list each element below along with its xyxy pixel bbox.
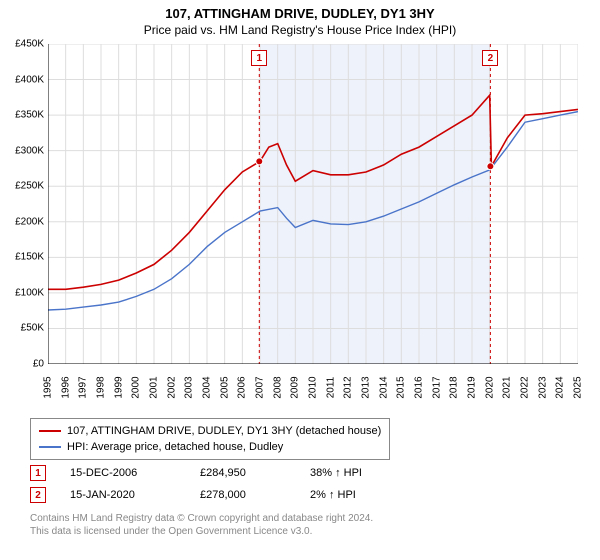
x-axis-label: 2025 <box>573 373 584 403</box>
legend-item: 107, ATTINGHAM DRIVE, DUDLEY, DY1 3HY (d… <box>39 423 381 439</box>
x-axis-label: 2013 <box>361 373 372 403</box>
legend-label: HPI: Average price, detached house, Dudl… <box>67 439 283 455</box>
x-axis-label: 2009 <box>290 373 301 403</box>
x-axis-label: 2007 <box>255 373 266 403</box>
sale-marker-icon: 1 <box>30 465 46 481</box>
y-axis-label: £450K <box>4 39 44 50</box>
x-axis-label: 2016 <box>414 373 425 403</box>
sale-marker-2: 2 <box>482 50 498 66</box>
x-axis-label: 2019 <box>467 373 478 403</box>
sale-hpi: 38% ↑ HPI <box>310 467 410 479</box>
x-axis-label: 2011 <box>325 373 336 403</box>
x-axis-label: 2014 <box>378 373 389 403</box>
sale-price: £278,000 <box>200 489 310 501</box>
x-axis-label: 2001 <box>149 373 160 403</box>
y-axis-label: £150K <box>4 252 44 263</box>
y-axis-label: £200K <box>4 216 44 227</box>
sale-row: 2 15-JAN-2020£278,0002% ↑ HPI <box>30 484 410 506</box>
x-axis-label: 2017 <box>431 373 442 403</box>
chart-container: 107, ATTINGHAM DRIVE, DUDLEY, DY1 3HY Pr… <box>0 0 600 560</box>
y-axis-label: £250K <box>4 181 44 192</box>
footer-line2: This data is licensed under the Open Gov… <box>30 525 373 538</box>
chart-area: £0£50K£100K£150K£200K£250K£300K£350K£400… <box>48 44 578 364</box>
sale-date: 15-JAN-2020 <box>70 489 200 501</box>
x-axis-label: 2000 <box>131 373 142 403</box>
y-axis-label: £350K <box>4 110 44 121</box>
x-axis-label: 2008 <box>272 373 283 403</box>
footer-line1: Contains HM Land Registry data © Crown c… <box>30 512 373 525</box>
legend-label: 107, ATTINGHAM DRIVE, DUDLEY, DY1 3HY (d… <box>67 423 381 439</box>
x-axis-label: 2015 <box>396 373 407 403</box>
chart-svg <box>48 44 578 364</box>
x-axis-label: 2020 <box>484 373 495 403</box>
y-axis-label: £300K <box>4 145 44 156</box>
x-axis-label: 2004 <box>202 373 213 403</box>
legend-swatch <box>39 446 61 448</box>
x-axis-label: 2006 <box>237 373 248 403</box>
y-axis-label: £50K <box>4 323 44 334</box>
x-axis-label: 2005 <box>219 373 230 403</box>
x-axis-label: 1998 <box>96 373 107 403</box>
sale-row: 1 15-DEC-2006£284,95038% ↑ HPI <box>30 462 410 484</box>
sale-marker-1: 1 <box>251 50 267 66</box>
sale-marker-icon: 2 <box>30 487 46 503</box>
x-axis-label: 2021 <box>502 373 513 403</box>
x-axis-label: 2012 <box>343 373 354 403</box>
sale-hpi: 2% ↑ HPI <box>310 489 410 501</box>
x-axis-label: 2002 <box>166 373 177 403</box>
x-axis-label: 1996 <box>60 373 71 403</box>
sale-price: £284,950 <box>200 467 310 479</box>
x-axis-label: 2018 <box>449 373 460 403</box>
x-axis-label: 2024 <box>555 373 566 403</box>
x-axis-label: 2010 <box>308 373 319 403</box>
chart-subtitle: Price paid vs. HM Land Registry's House … <box>0 21 600 37</box>
x-axis-label: 1997 <box>78 373 89 403</box>
y-axis-label: £400K <box>4 74 44 85</box>
x-axis-label: 1995 <box>43 373 54 403</box>
chart-title: 107, ATTINGHAM DRIVE, DUDLEY, DY1 3HY <box>0 0 600 21</box>
x-axis-label: 2022 <box>520 373 531 403</box>
legend: 107, ATTINGHAM DRIVE, DUDLEY, DY1 3HY (d… <box>30 418 390 460</box>
x-axis-label: 1999 <box>113 373 124 403</box>
legend-swatch <box>39 430 61 432</box>
x-axis-label: 2023 <box>537 373 548 403</box>
x-axis-label: 2003 <box>184 373 195 403</box>
legend-item: HPI: Average price, detached house, Dudl… <box>39 439 381 455</box>
y-axis-label: £100K <box>4 287 44 298</box>
sales-table: 1 15-DEC-2006£284,95038% ↑ HPI 2 15-JAN-202… <box>30 462 410 506</box>
y-axis-label: £0 <box>4 359 44 370</box>
footer: Contains HM Land Registry data © Crown c… <box>30 512 373 538</box>
sale-date: 15-DEC-2006 <box>70 467 200 479</box>
